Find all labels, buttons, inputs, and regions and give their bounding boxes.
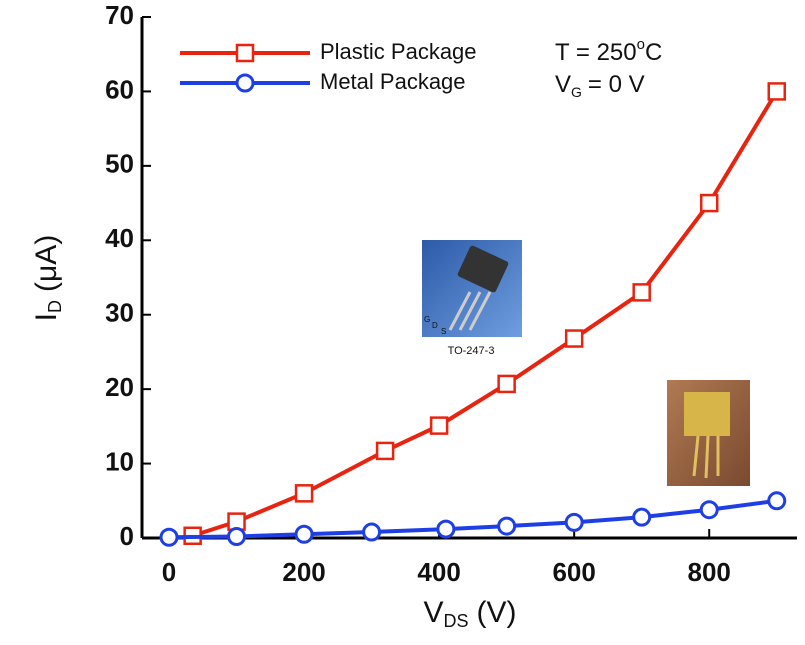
y-tick-label: 10 (105, 446, 134, 476)
annotation: T = 250oC (555, 36, 662, 66)
chart: G D S TO-247-3 T = 250oC VG= 0 V ID(μA) … (0, 0, 805, 640)
y-tick-label: 40 (105, 223, 134, 253)
series-line (169, 501, 777, 537)
x-axis-label: VDS(V) (423, 596, 516, 631)
x-tick-label: 0 (162, 557, 176, 587)
pin-label: S (441, 327, 446, 336)
marker (634, 284, 650, 300)
legend-marker (237, 45, 253, 61)
marker (634, 509, 650, 525)
marker (377, 443, 393, 459)
marker (769, 493, 785, 509)
legend-label: Plastic Package (320, 39, 477, 64)
marker (296, 485, 312, 501)
package-photo-metal (667, 380, 750, 486)
marker (296, 526, 312, 542)
y-tick-label: 20 (105, 372, 134, 402)
marker (499, 518, 515, 534)
marker (499, 376, 515, 392)
y-tick-label: 30 (105, 298, 134, 328)
marker (431, 418, 447, 434)
marker (769, 83, 785, 99)
marker (566, 331, 582, 347)
marker (566, 514, 582, 530)
annotation: VG= 0 V (555, 71, 645, 99)
pin-label: G (424, 315, 430, 324)
x-tick-label: 600 (552, 557, 595, 587)
y-tick-label: 50 (105, 149, 134, 179)
y-tick-label: 60 (105, 74, 134, 104)
legend-marker (237, 75, 253, 91)
y-axis-label: ID(μA) (30, 235, 65, 322)
marker (701, 195, 717, 211)
pin-label: D (432, 321, 438, 330)
x-tick-label: 400 (417, 557, 460, 587)
marker (701, 502, 717, 518)
package-caption: TO-247-3 (448, 345, 495, 357)
x-tick-label: 800 (688, 557, 731, 587)
y-tick-label: 0 (120, 521, 134, 551)
y-tick-label: 70 (105, 0, 134, 30)
x-tick-label: 200 (282, 557, 325, 587)
marker (229, 529, 245, 545)
marker (438, 521, 454, 537)
legend-label: Metal Package (320, 69, 466, 94)
marker (161, 529, 177, 545)
marker (364, 524, 380, 540)
